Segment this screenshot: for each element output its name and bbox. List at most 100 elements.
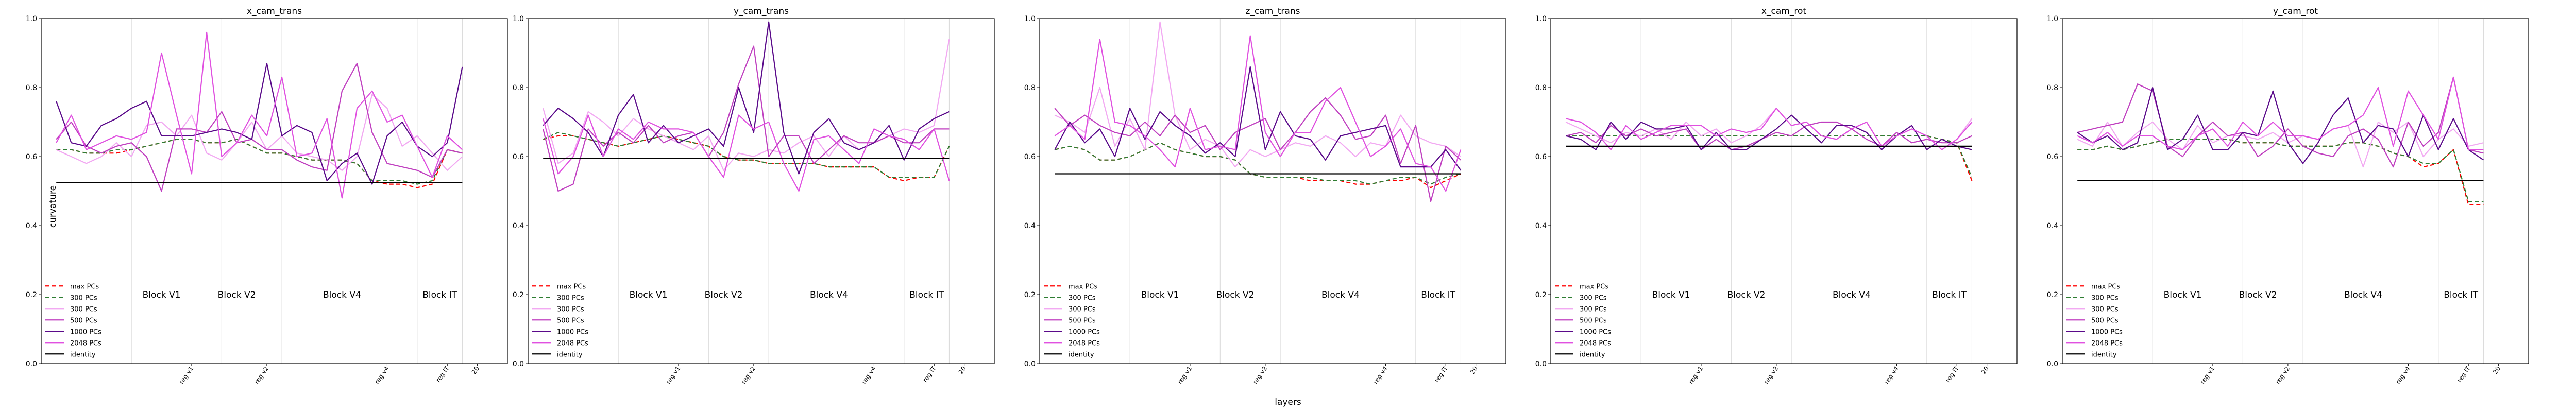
y-tick-label: 1.0 [1024, 15, 1036, 23]
legend-label: 1000 PCs [70, 328, 101, 336]
legend-label: 300 PCs [70, 294, 97, 302]
y-tick-label: 0.0 [2047, 360, 2058, 368]
x-tick-label: reg v4 [2395, 365, 2412, 385]
legend-label: max PCs [1580, 283, 1608, 290]
block-label: Block IT [2444, 290, 2478, 300]
series-line-1000-pcs [56, 62, 463, 185]
series-line-2048-pcs [2077, 76, 2484, 150]
subplot-title: x_cam_rot [1761, 6, 1806, 16]
subplot-title: y_cam_trans [734, 6, 789, 16]
axes-frame [1550, 18, 2018, 364]
x-tick-label: 20 [1980, 365, 1990, 376]
x-tick-label: reg v4 [1883, 365, 1900, 385]
x-tick-label: 20 [1469, 365, 1479, 376]
y-tick-label: 0.6 [513, 153, 524, 161]
axes-frame [41, 18, 508, 364]
y-tick-label: 1.0 [2047, 15, 2058, 23]
x-tick-label: reg v1 [2199, 365, 2216, 385]
x-tick-label: reg v2 [2274, 365, 2291, 385]
x-tick-label: reg IT [922, 365, 938, 384]
y-tick-label: 0.0 [26, 360, 37, 368]
y-tick-label: 0.4 [1024, 222, 1036, 230]
subplot-z_cam_trans: z_cam_trans 0.0 0.2 0.4 0.6 0.8 1.0 reg v1 reg v… [1024, 6, 1506, 385]
x-tick-label: reg v4 [860, 365, 877, 385]
x-tick-label: reg v1 [1176, 365, 1193, 385]
legend-label: 300 PCs [70, 305, 97, 313]
figure-xlabel: layers [1275, 397, 1301, 407]
series-line-1000-pcs [1565, 114, 1972, 150]
block-label: Block V1 [1652, 290, 1690, 300]
legend-label: 1000 PCs [2091, 328, 2123, 336]
block-label: Block V4 [323, 290, 361, 300]
legend-label: identity [1580, 351, 1605, 358]
legend-label: 300 PCs [2091, 305, 2119, 313]
y-tick-label: 0.6 [1024, 153, 1036, 161]
legend-label: identity [2091, 351, 2117, 358]
block-label: Block V1 [1141, 290, 1179, 300]
axes-frame [1039, 18, 1506, 364]
series-line-500-pcs [1054, 97, 1462, 202]
series-line-2048-pcs [1054, 35, 1462, 192]
legend-label: 2048 PCs [557, 339, 588, 347]
series-line-1000-pcs [2077, 87, 2484, 164]
legend-label: 500 PCs [1580, 317, 1607, 324]
y-tick-label: 0.4 [513, 222, 524, 230]
legend-label: 300 PCs [557, 305, 584, 313]
x-tick-label: reg v2 [253, 365, 270, 385]
legend-label: 500 PCs [2091, 317, 2119, 324]
block-label: Block V2 [705, 290, 743, 300]
y-tick-label: 0.2 [2047, 291, 2058, 299]
legend-label: identity [1069, 351, 1094, 358]
x-tick-label: 20 [470, 365, 481, 376]
y-tick-label: 1.0 [513, 15, 524, 23]
x-tick-label: reg IT [1433, 365, 1450, 384]
block-label: Block IT [1421, 290, 1455, 300]
block-label: Block V2 [1727, 290, 1766, 300]
series-line-300-pcs [1054, 142, 1461, 185]
block-label: Block IT [909, 290, 944, 300]
axes-frame [528, 18, 995, 364]
legend-label: 1000 PCs [557, 328, 588, 336]
legend-label: 2048 PCs [70, 339, 101, 347]
series-line-1000-pcs [1054, 66, 1462, 171]
series-line-2048-pcs [543, 114, 950, 192]
block-label: Block IT [1932, 290, 1967, 300]
x-tick-label: reg IT [2456, 365, 2472, 384]
y-tick-label: 0.8 [26, 84, 37, 92]
y-tick-label: 0.4 [2047, 222, 2058, 230]
block-label: Block V2 [2239, 290, 2277, 300]
subplot-title: x_cam_trans [247, 6, 302, 16]
subplot-x_cam_trans: x_cam_trans 0.0 0.2 0.4 0.6 0.8 1.0 reg v1 reg v… [26, 6, 508, 385]
legend-label: 1000 PCs [1069, 328, 1100, 336]
subplot-x_cam_rot: x_cam_rot 0.0 0.2 0.4 0.6 0.8 1.0 reg v1 reg v2 r… [1535, 6, 2018, 385]
legend-label: 300 PCs [1069, 305, 1096, 313]
x-tick-label: reg IT [435, 365, 451, 384]
series-line-1000-pcs [543, 21, 950, 175]
series-line-500-pcs [2077, 76, 2484, 168]
y-tick-label: 0.8 [2047, 84, 2058, 92]
legend-label: max PCs [70, 283, 99, 290]
series-line-300-pcs [56, 94, 463, 171]
figure-ylabel: curvature [48, 185, 58, 228]
x-tick-label: reg v2 [740, 365, 757, 385]
series-line-500-pcs [56, 62, 463, 192]
series-line-max-pcs [2077, 139, 2484, 205]
y-tick-label: 0.2 [1024, 291, 1036, 299]
x-tick-label: 20 [957, 365, 968, 376]
block-label: Block V4 [1321, 290, 1360, 300]
series-line-max-pcs [1054, 142, 1461, 188]
y-tick-label: 0.4 [26, 222, 37, 230]
subplot-title: z_cam_trans [1246, 6, 1300, 16]
block-label: Block V4 [1833, 290, 1871, 300]
legend-label: identity [70, 351, 96, 358]
block-label: Block IT [422, 290, 457, 300]
x-tick-label: reg v4 [374, 365, 391, 385]
block-label: Block V1 [143, 290, 181, 300]
legend-label: max PCs [557, 283, 586, 290]
x-tick-label: reg v2 [1251, 365, 1268, 385]
series-line-300-pcs [543, 132, 950, 178]
y-tick-label: 1.0 [1535, 15, 1547, 23]
y-tick-label: 0.2 [1535, 291, 1547, 299]
legend-label: 500 PCs [557, 317, 584, 324]
